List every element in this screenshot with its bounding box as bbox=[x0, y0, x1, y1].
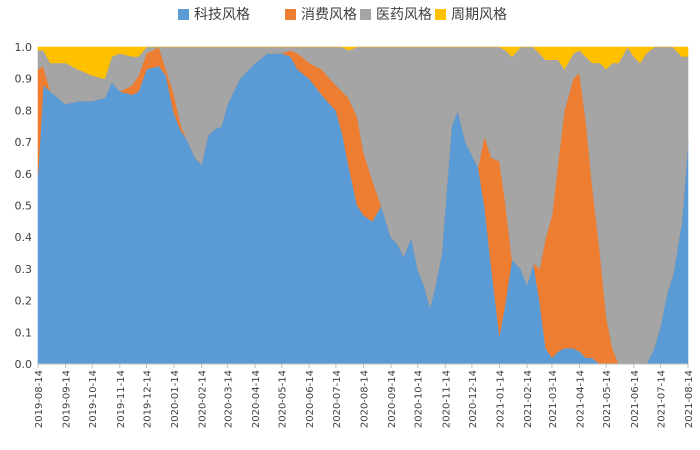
x-tick-label: 2020-08-14 bbox=[359, 370, 370, 428]
x-tick-label: 2020-01-14 bbox=[170, 370, 181, 428]
x-tick-label: 2021-08-14 bbox=[684, 370, 695, 428]
x-tick-label: 2020-10-14 bbox=[414, 370, 425, 428]
legend-swatch bbox=[360, 9, 371, 20]
y-tick-label: 0.5 bbox=[15, 200, 33, 213]
x-tick-label: 2021-07-14 bbox=[656, 370, 667, 428]
x-tick-label: 2021-03-14 bbox=[548, 370, 559, 428]
x-tick-label: 2019-11-14 bbox=[116, 370, 127, 428]
x-tick-label: 2020-03-14 bbox=[223, 370, 234, 428]
x-tick-label: 2020-07-14 bbox=[332, 370, 343, 428]
y-tick-label: 0.7 bbox=[15, 136, 33, 149]
x-tick-label: 2019-10-14 bbox=[88, 370, 99, 428]
y-tick-label: 0.4 bbox=[15, 231, 33, 244]
x-tick-label: 2020-12-14 bbox=[468, 370, 479, 428]
x-tick-label: 2020-11-14 bbox=[441, 370, 452, 428]
series-area bbox=[37, 46, 689, 79]
legend-swatch bbox=[435, 9, 446, 20]
x-tick-label: 2021-06-14 bbox=[630, 370, 641, 428]
y-tick-label: 0.2 bbox=[15, 295, 33, 308]
x-tick-label: 2019-12-14 bbox=[142, 370, 153, 428]
legend-label: 消费风格 bbox=[301, 7, 357, 23]
x-tick-label: 2021-04-14 bbox=[576, 370, 587, 428]
y-axis-ticks: 0.0 0.1 0.2 0.3 0.4 0.5 0.6 0.7 0.8 0.9 1.0 bbox=[15, 41, 33, 371]
legend-label: 周期风格 bbox=[451, 7, 507, 23]
x-axis-ticks: 2019-08-14 2019-09-14 2019-10-14 2019-11-14… bbox=[34, 364, 695, 428]
y-tick-label: 0.1 bbox=[15, 326, 33, 339]
x-tick-label: 2019-09-14 bbox=[62, 370, 73, 428]
x-tick-label: 2020-06-14 bbox=[305, 370, 316, 428]
legend-swatch bbox=[285, 9, 296, 20]
legend-label: 医药风格 bbox=[376, 7, 432, 23]
y-tick-label: 0.3 bbox=[15, 263, 33, 276]
x-tick-label: 2021-05-14 bbox=[602, 370, 613, 428]
y-tick-label: 0.6 bbox=[15, 168, 33, 181]
y-tick-label: 0.8 bbox=[15, 104, 33, 117]
stacked-areas bbox=[37, 46, 689, 365]
x-tick-label: 2021-01-14 bbox=[495, 370, 506, 428]
x-tick-label: 2021-02-14 bbox=[523, 370, 534, 428]
y-tick-label: 1.0 bbox=[15, 41, 33, 54]
x-tick-label: 2020-02-14 bbox=[198, 370, 209, 428]
legend-label: 科技风格 bbox=[194, 7, 250, 23]
x-tick-label: 2020-04-14 bbox=[251, 370, 262, 428]
x-tick-label: 2020-05-14 bbox=[278, 370, 289, 428]
x-tick-label: 2019-08-14 bbox=[34, 370, 45, 428]
y-tick-label: 0.9 bbox=[15, 73, 33, 86]
legend: 科技风格 消费风格 医药风格 周期风格 bbox=[178, 7, 507, 23]
y-tick-label: 0.0 bbox=[15, 358, 33, 371]
legend-swatch bbox=[178, 9, 189, 20]
x-tick-label: 2020-09-14 bbox=[387, 370, 398, 428]
